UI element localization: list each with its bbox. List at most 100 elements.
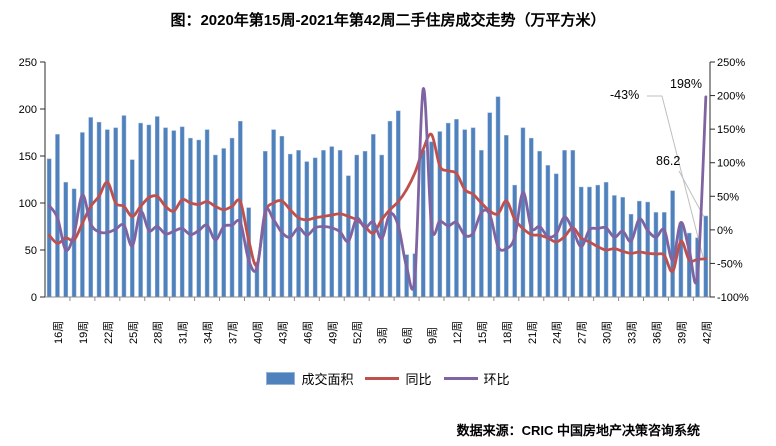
- y-axis-label-left: 150: [19, 151, 37, 163]
- data-source: 数据来源：CRIC 中国房地产决策咨询系统: [456, 423, 700, 438]
- leader-line-yoy: [647, 95, 704, 258]
- y-axis-label-left: 50: [25, 245, 37, 257]
- bar: [620, 197, 625, 298]
- y-axis-label-left: 200: [19, 104, 37, 116]
- annotation-area-end: 86.2: [656, 154, 681, 168]
- bar: [562, 150, 567, 298]
- bar: [603, 182, 609, 298]
- y-axis-label-right: 150%: [717, 124, 745, 136]
- x-axis-week-label: 40周: [251, 321, 264, 344]
- annotation-wow-end: 198%: [670, 77, 702, 91]
- bar: [287, 153, 293, 298]
- bar: [204, 129, 210, 298]
- y-axis-label-left: 250: [19, 57, 37, 69]
- y-axis-label-right: 250%: [717, 57, 745, 69]
- x-axis-week-label: 21周: [526, 321, 539, 344]
- y-axis-label-right: 50%: [717, 191, 739, 203]
- bar: [570, 150, 576, 298]
- bar: [163, 127, 168, 298]
- bar: [213, 154, 218, 298]
- bar: [46, 158, 52, 298]
- bar: [545, 165, 551, 298]
- bar: [379, 154, 384, 298]
- bar: [221, 148, 226, 298]
- bar: [479, 150, 484, 298]
- bar: [271, 129, 276, 298]
- x-axis-week-label: 6周: [401, 327, 414, 344]
- x-axis-week-label: 22周: [102, 321, 115, 344]
- x-axis-week-label: 52周: [351, 321, 364, 344]
- bar: [321, 150, 326, 298]
- bar: [678, 222, 684, 298]
- legend-wow-swatch: [443, 377, 478, 380]
- y-axis-label-right: -100%: [717, 292, 749, 304]
- x-axis-week-label: 39周: [675, 321, 688, 344]
- wow-line: [47, 87, 708, 291]
- bar: [537, 151, 542, 298]
- bar: [487, 112, 492, 298]
- legend-label-yoy: 同比: [405, 372, 432, 387]
- y-axis-label-right: 100%: [717, 158, 745, 170]
- bar: [612, 195, 617, 298]
- bar: [371, 134, 376, 298]
- x-axis-week-label: 16周: [52, 321, 65, 344]
- bar: [703, 215, 709, 298]
- bar: [462, 129, 468, 298]
- x-axis-week-label: 31周: [177, 321, 190, 344]
- bar: [628, 214, 634, 298]
- x-axis-week-label: 49周: [326, 321, 339, 344]
- bar: [354, 154, 359, 298]
- x-axis-week-label: 12周: [451, 321, 464, 344]
- x-axis-week-label: 15周: [476, 321, 489, 344]
- x-axis-week-label: 46周: [301, 321, 314, 344]
- annotation-yoy-end: -43%: [610, 88, 640, 102]
- x-axis-week-label: 33周: [626, 321, 639, 344]
- x-axis-week-label: 18周: [501, 321, 514, 344]
- x-axis-week-label: 27周: [576, 321, 589, 344]
- bars-series: [46, 96, 709, 298]
- bar: [229, 137, 235, 298]
- bar: [296, 150, 301, 298]
- y-axis-label-right: 200%: [717, 91, 745, 103]
- legend-item-wow: 环比: [443, 369, 510, 388]
- bar: [495, 96, 501, 298]
- legend-yoy-swatch: [365, 377, 400, 380]
- bar: [80, 132, 85, 298]
- bar: [337, 150, 343, 298]
- bar: [154, 116, 160, 298]
- bar: [445, 122, 451, 298]
- bar: [146, 124, 152, 298]
- legend-label-wow: 环比: [483, 372, 510, 387]
- bar: [504, 135, 509, 298]
- chart-title: 图：2020年第15周-2021年第42周二手住房成交走势（万平方米）: [170, 12, 606, 29]
- x-axis-week-label: 42周: [700, 321, 713, 344]
- bar: [171, 130, 177, 298]
- bar: [420, 150, 426, 298]
- bar: [595, 184, 601, 298]
- bar: [179, 126, 185, 298]
- bar: [520, 127, 526, 298]
- x-axis-week-label: 36周: [650, 321, 663, 344]
- bar: [454, 119, 459, 298]
- bar: [130, 159, 135, 298]
- bar: [105, 129, 110, 298]
- x-axis-week-label: 43周: [276, 321, 289, 344]
- bar: [637, 200, 642, 298]
- x-axis-week-label: 37周: [227, 321, 240, 344]
- bar: [645, 201, 650, 298]
- y-axis-label-left: 0: [31, 292, 37, 304]
- bar: [96, 121, 102, 298]
- y-axis-label-right: 0%: [717, 225, 733, 237]
- x-axis-week-label: 25周: [127, 321, 140, 344]
- bar: [113, 127, 118, 298]
- y-axis-label-left: 100: [19, 198, 37, 210]
- bar: [329, 146, 335, 298]
- x-axis-week-label: 34周: [202, 321, 215, 344]
- x-axis-week-label: 19周: [77, 321, 90, 344]
- x-axis-week-label: 24周: [551, 321, 564, 344]
- bar: [279, 136, 285, 298]
- legend-area-swatch: [266, 372, 296, 385]
- x-axis-week-label: 9周: [426, 327, 439, 344]
